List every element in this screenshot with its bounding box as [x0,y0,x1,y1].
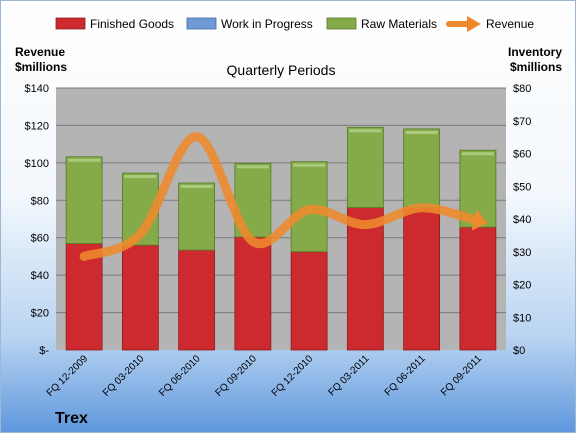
bar-finished-goods [346,207,384,351]
left-axis-title-line-2: $millions [15,60,67,74]
legend-arrow-revenue [467,16,481,32]
x-tick-label: FQ 06-2010 [157,353,203,399]
left-tick-label: $120 [25,120,49,132]
right-tick-label: $70 [513,116,531,128]
right-axis-title-line-1: Inventory [508,45,562,59]
x-tick-label: FQ 03-2010 [101,353,147,399]
legend-label-revenue: Revenue [486,17,534,31]
legend-swatch-work-in-progress [186,17,217,30]
x-tick-label: FQ 06-2011 [383,353,428,398]
right-tick-label: $50 [513,181,531,193]
left-tick-label: $20 [31,308,49,320]
x-tick-label: FQ 12-2009 [45,353,91,399]
bar-finished-goods [65,243,103,351]
legend-swatch-finished-goods [55,17,86,30]
bars [65,126,497,351]
bar-raw-materials [403,128,441,208]
revenue-line-path [79,132,483,261]
legend: Finished Goods Work in Progress Raw Mate… [55,16,534,32]
bar-raw-materials [65,156,103,244]
left-tick-label: $140 [25,83,49,95]
bar-finished-goods [290,251,328,351]
company-label: Trex [55,410,88,427]
right-tick-label: $80 [513,83,531,95]
left-tick-label: $100 [25,158,49,170]
bar-finished-goods [178,249,216,351]
legend-label-work-in-progress: Work in Progress [221,17,313,31]
legend-label-raw-materials: Raw Materials [361,17,437,31]
legend-label-finished-goods: Finished Goods [90,17,174,31]
bar-raw-materials-highlight [293,163,326,167]
left-tick-label: $80 [31,195,49,207]
legend-item-revenue: Revenue [446,16,534,32]
right-tick-label: $30 [513,247,531,259]
bar-raw-materials-highlight [461,152,494,156]
bar-raw-materials-highlight [68,158,101,162]
right-tick-label: $40 [513,214,531,226]
left-axis-title-line-1: Revenue [15,45,65,59]
right-tick-label: $20 [513,280,531,292]
right-axis-ticks: $0 $10 $20 $30 $40 $50 $60 $70 $80 [513,83,531,357]
legend-swatch-raw-materials [326,17,357,30]
bar-raw-materials-highlight [180,184,213,188]
right-tick-label: $10 [513,312,531,324]
left-tick-label: $- [39,345,49,357]
legend-item-raw-materials: Raw Materials [326,17,437,31]
left-axis-ticks: $- $20 $40 $60 $80 $100 $120 $140 [25,83,50,357]
right-axis-title-line-2: $millions [510,60,562,74]
legend-item-work-in-progress: Work in Progress [186,17,313,31]
legend-item-finished-goods: Finished Goods [55,17,174,31]
bar-raw-materials-highlight [405,130,438,134]
revenue-line [79,132,488,261]
left-tick-label: $60 [31,233,49,245]
x-tick-label: FQ 03-2011 [327,353,372,398]
x-tick-label: FQ 12-2010 [270,353,316,399]
right-tick-label: $60 [513,149,531,161]
left-tick-label: $40 [31,270,49,282]
right-tick-label: $0 [513,345,525,357]
bar-raw-materials-highlight [236,165,269,169]
revenue-arrowhead [471,209,488,231]
bar-raw-materials [178,182,216,251]
bar-finished-goods [459,226,497,351]
bar-finished-goods [121,244,159,351]
x-axis-labels: FQ 12-2009 FQ 03-2010 FQ 06-2010 FQ 09-2010… [45,353,485,399]
bar-raw-materials-highlight [349,129,382,133]
chart-subtitle: Quarterly Periods [227,62,336,78]
bar-raw-materials-highlight [124,175,157,179]
bar-raw-materials [346,126,384,208]
x-tick-label: FQ 09-2011 [439,353,484,398]
bar-finished-goods [234,236,272,351]
bar-finished-goods [403,207,441,351]
x-tick-label: FQ 09-2010 [213,353,259,399]
